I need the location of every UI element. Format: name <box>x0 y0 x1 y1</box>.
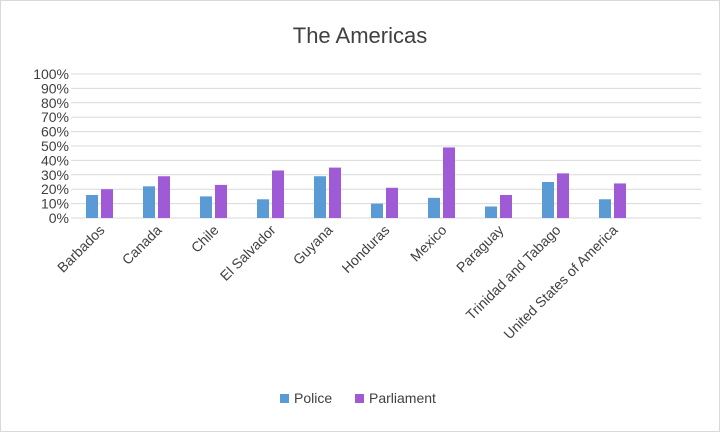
gridlines <box>71 73 701 219</box>
y-tick-label: 20% <box>41 181 69 197</box>
x-category-label: Canada <box>119 222 165 268</box>
legend-label: Parliament <box>369 390 436 406</box>
y-axis-tick-labels: 0%10%20%30%40%50%60%70%80%90%100% <box>33 66 69 226</box>
bar-parliament <box>272 170 284 218</box>
chart-title: The Americas <box>293 23 428 48</box>
y-tick-label: 90% <box>41 80 69 96</box>
x-category-label: Mexico <box>407 222 450 265</box>
legend-swatch <box>280 394 289 403</box>
y-tick-label: 30% <box>41 167 69 183</box>
bar-police <box>314 176 326 218</box>
bar-police <box>428 197 440 218</box>
bar-police <box>200 196 212 218</box>
x-category-label: United States of America <box>500 222 620 342</box>
bar-police <box>86 194 98 218</box>
bar-parliament <box>443 147 455 218</box>
bar-parliament <box>614 183 626 218</box>
y-tick-label: 10% <box>41 196 69 212</box>
y-tick-label: 70% <box>41 109 69 125</box>
bar-parliament <box>557 173 569 218</box>
x-category-label: El Salvador <box>217 222 279 284</box>
bar-parliament <box>101 189 113 218</box>
y-tick-label: 40% <box>41 152 69 168</box>
bar-police <box>599 199 611 218</box>
y-tick-label: 80% <box>41 95 69 111</box>
bar-parliament <box>500 194 512 218</box>
x-category-label: Paraguay <box>453 222 507 276</box>
bar-police <box>143 186 155 218</box>
legend-label: Police <box>294 390 332 406</box>
y-tick-label: 0% <box>49 210 69 226</box>
bars <box>86 147 626 218</box>
x-category-label: Chile <box>188 222 222 256</box>
x-category-label: Barbados <box>54 222 108 276</box>
x-category-label: Trinidad and Tabago <box>463 222 564 323</box>
bar-parliament <box>158 176 170 218</box>
bar-police <box>485 206 497 218</box>
bar-police <box>257 199 269 218</box>
y-tick-label: 50% <box>41 138 69 154</box>
x-category-label: Guyana <box>290 222 336 268</box>
bar-parliament <box>329 167 341 218</box>
legend: Police Parliament <box>280 390 436 406</box>
legend-swatch <box>355 394 364 403</box>
bar-parliament <box>215 184 227 218</box>
x-category-label: Honduras <box>338 222 392 276</box>
y-tick-label: 60% <box>41 124 69 140</box>
bar-police <box>371 203 383 218</box>
bar-parliament <box>386 187 398 218</box>
bar-police <box>542 182 554 218</box>
y-tick-label: 100% <box>33 66 69 82</box>
